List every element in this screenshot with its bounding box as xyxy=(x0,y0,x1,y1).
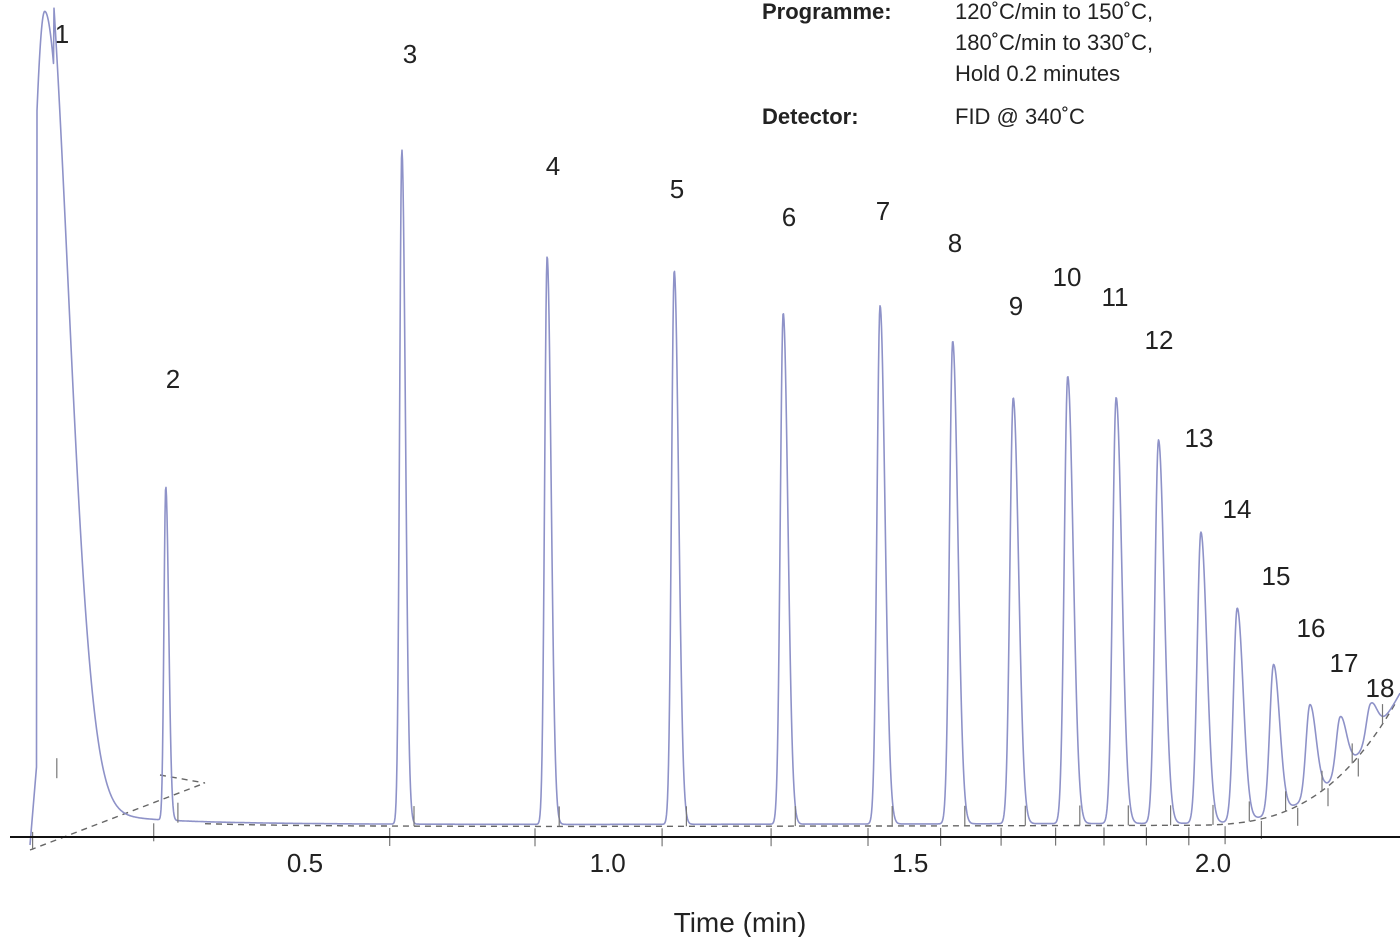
peak-label-3: 3 xyxy=(403,39,417,69)
x-axis-label: Time (min) xyxy=(674,907,807,937)
chromatogram-trace xyxy=(29,7,1400,846)
peak-label-4: 4 xyxy=(546,151,560,181)
integration-markers xyxy=(31,704,1384,850)
x-axis-ticks: 0.5 1.0 1.5 2.0 xyxy=(287,848,1231,878)
programme-line-2: 180˚C/min to 330˚C, xyxy=(955,30,1154,55)
peak-label-17: 17 xyxy=(1330,648,1359,678)
peak-label-7: 7 xyxy=(876,196,890,226)
peak-label-2: 2 xyxy=(166,364,180,394)
peak-label-12: 12 xyxy=(1145,325,1174,355)
baseline-segment-3 xyxy=(204,700,1398,828)
peak-label-14: 14 xyxy=(1223,494,1252,524)
x-tick-label-0.5: 0.5 xyxy=(287,848,323,878)
peak-label-18: 18 xyxy=(1366,673,1395,703)
programme-line-1: 120˚C/min to 150˚C, xyxy=(955,0,1154,24)
peak-label-15: 15 xyxy=(1262,561,1291,591)
peak-label-13: 13 xyxy=(1185,423,1214,453)
baseline-segment-1 xyxy=(29,782,206,851)
peak-label-16: 16 xyxy=(1297,613,1326,643)
programme-label: Programme: xyxy=(762,0,892,24)
peak-label-6: 6 xyxy=(782,202,796,232)
x-tick-label-1.5: 1.5 xyxy=(892,848,928,878)
peak-label-10: 10 xyxy=(1053,262,1082,292)
x-tick-label-2.0: 2.0 xyxy=(1195,848,1231,878)
peak-label-9: 9 xyxy=(1009,291,1023,321)
baseline-segment-2 xyxy=(159,774,206,784)
peak-label-5: 5 xyxy=(670,174,684,204)
peak-label-8: 8 xyxy=(948,228,962,258)
detector-value: FID @ 340˚C xyxy=(955,104,1085,129)
peak-label-11: 11 xyxy=(1102,282,1129,312)
detector-label: Detector: xyxy=(762,104,859,129)
baseline-segments xyxy=(29,700,1398,851)
programme-line-3: Hold 0.2 minutes xyxy=(955,61,1121,86)
peak-label-1: 1 xyxy=(55,19,69,49)
x-tick-label-1.0: 1.0 xyxy=(590,848,626,878)
